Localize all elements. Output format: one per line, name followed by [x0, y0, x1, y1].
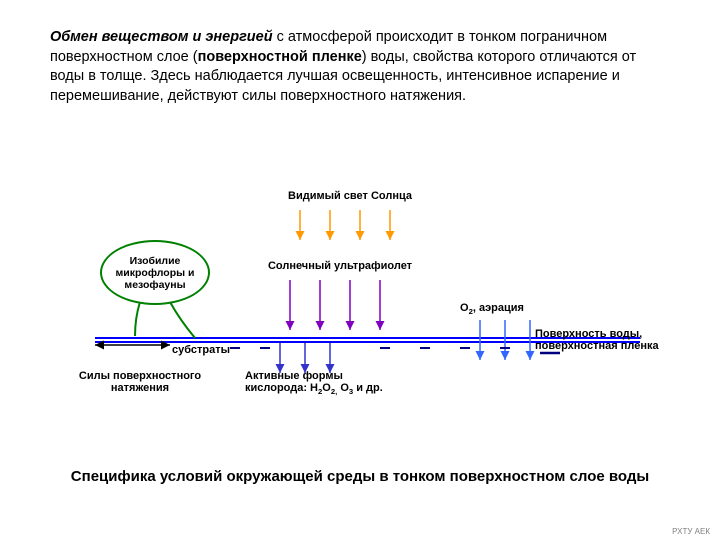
oxygen-label: O2, аэрация	[460, 302, 580, 316]
caption: Специфика условий окружающей среды в тон…	[0, 468, 720, 485]
para-bold-term: поверхностной пленке	[198, 49, 362, 65]
visible-light-label: Видимый свет Солнца	[260, 190, 440, 202]
diagram-area: Видимый свет Солнца Солнечный ультрафиол…	[80, 190, 660, 420]
substrates-label: субстраты	[172, 344, 252, 356]
para-emph: Обмен веществом и энергией	[50, 29, 273, 45]
bubble-microflora: Изобилие микрофлоры и мезофауны	[100, 240, 210, 305]
uv-label: Солнечный ультрафиолет	[250, 260, 430, 272]
surface-label: Поверхность воды, поверхностная пленка	[535, 328, 675, 352]
footer-credit: РХТУ АЕК	[672, 527, 710, 536]
ros-label: Активные формы кислорода: H2O2, O3 и др.	[245, 370, 395, 396]
tension-label: Силы поверхностного натяжения	[60, 370, 220, 394]
intro-paragraph: Обмен веществом и энергией с атмосферой …	[50, 28, 670, 106]
